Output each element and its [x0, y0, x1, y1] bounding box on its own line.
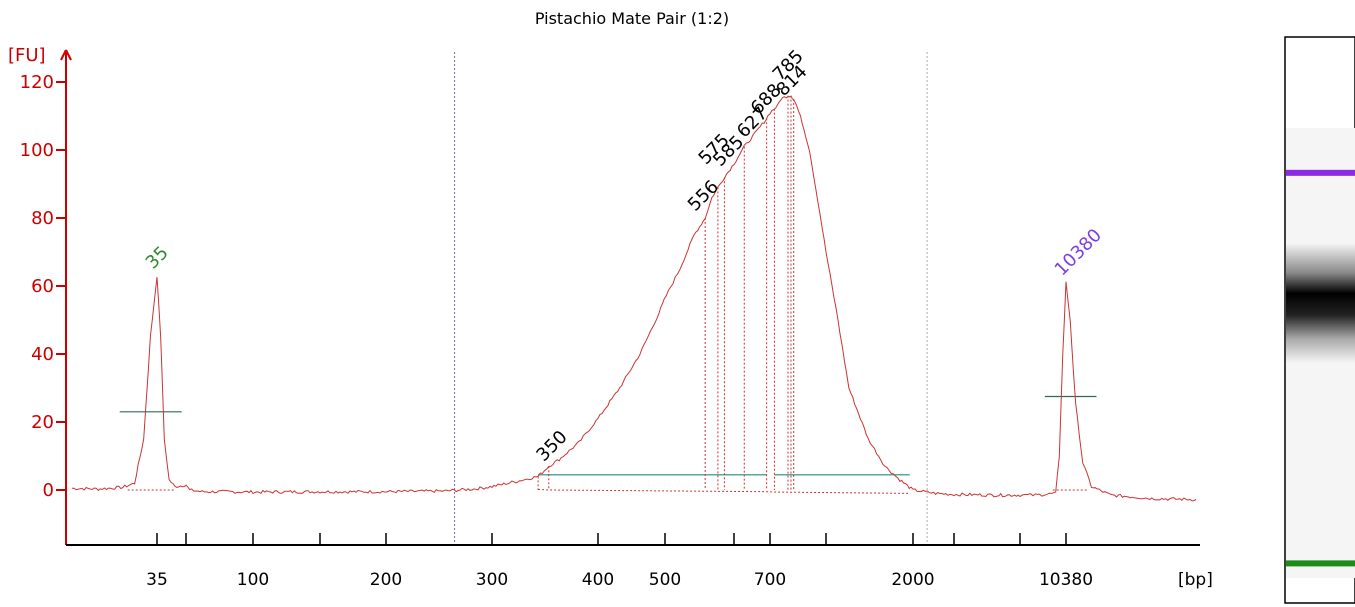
electropherogram-trace	[71, 95, 1197, 502]
chart-title: Pistachio Mate Pair (1:2)	[535, 9, 729, 28]
x-tick-label: 500	[649, 570, 681, 590]
gel-lane	[1284, 36, 1355, 604]
y-axis-label: [FU]	[8, 45, 46, 66]
y-tick-label: 100	[20, 140, 54, 161]
peak-baseline	[538, 488, 910, 494]
peak-label: 350	[532, 427, 571, 466]
y-axis-arrow-left	[60, 49, 67, 61]
region-markers	[454, 52, 928, 542]
y-tick-label: 20	[31, 412, 54, 433]
x-tick-label: 10380	[1039, 570, 1093, 590]
y-tick-label: 80	[31, 208, 54, 229]
peak-regions	[119, 95, 1097, 494]
peak-label: 556	[684, 176, 723, 215]
x-tick-label: 100	[237, 570, 269, 590]
ladder-peak-label: 35	[142, 242, 173, 273]
x-tick-label: 300	[476, 570, 508, 590]
gel-marker-band	[1286, 169, 1355, 176]
x-axis-label: [bp]	[1178, 570, 1213, 590]
x-tick-label: 700	[754, 570, 786, 590]
gel-marker-band	[1286, 560, 1355, 567]
ladder-peak-label: 10380	[1051, 225, 1106, 280]
x-tick-label: 200	[370, 570, 402, 590]
x-tick-label: 400	[582, 570, 614, 590]
y-tick-label: 120	[20, 72, 54, 93]
y-tick-label: 0	[43, 480, 54, 501]
x-axis: 35 100 200 300 400 500 700 2000 10380	[66, 533, 1200, 590]
y-axis: 0 20 40 60 80 100 120	[20, 49, 72, 545]
y-tick-label: 60	[31, 276, 54, 297]
y-tick-label: 40	[31, 344, 54, 365]
x-tick-label: 2000	[891, 570, 934, 590]
trace-group	[71, 95, 1197, 502]
gel-smear-band	[1286, 243, 1355, 364]
x-tick-label: 35	[146, 570, 168, 590]
y-axis-arrow-right	[65, 49, 72, 61]
